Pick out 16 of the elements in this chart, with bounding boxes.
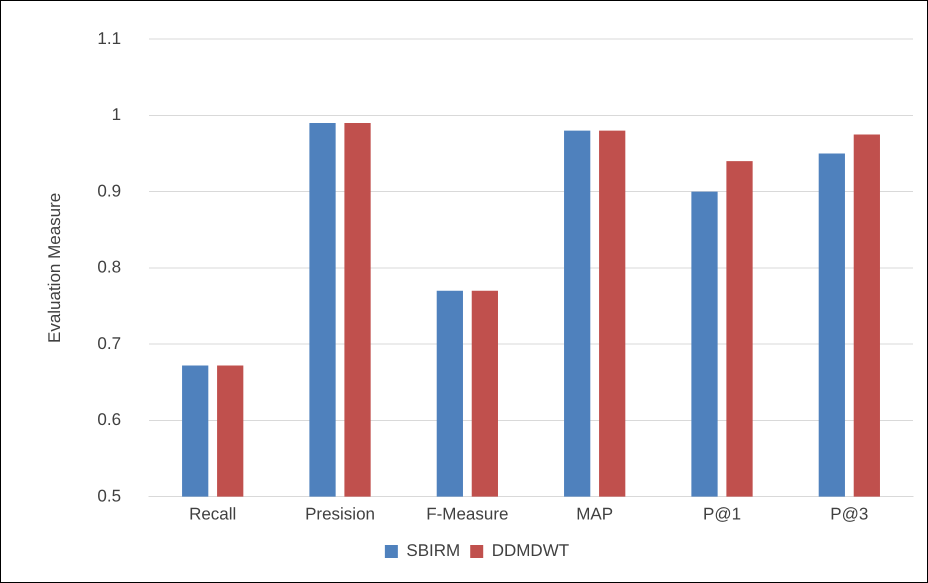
y-tick-label: 0.9 [97,181,122,200]
x-tick-label: P@1 [702,504,742,524]
x-tick-label: MAP [576,504,614,524]
x-tick-label: F-Measure [426,504,508,524]
x-tick-label: Presision [305,504,375,524]
legend-label: DDMDWT [492,541,570,560]
x-tick-label: Recall [189,504,236,524]
y-tick-label: 0.5 [97,486,122,506]
y-tick-label: 0.7 [97,334,122,353]
y-tick-label: 0.6 [97,410,122,430]
x-tick-label: P@3 [830,504,868,524]
y-axis-title: Evaluation Measure [44,192,64,344]
y-tick-label: 0.8 [97,258,122,277]
y-tick-label: 1 [112,105,122,124]
y-tick-label: 1.1 [97,28,122,48]
legend-label: SBIRM [406,541,460,560]
